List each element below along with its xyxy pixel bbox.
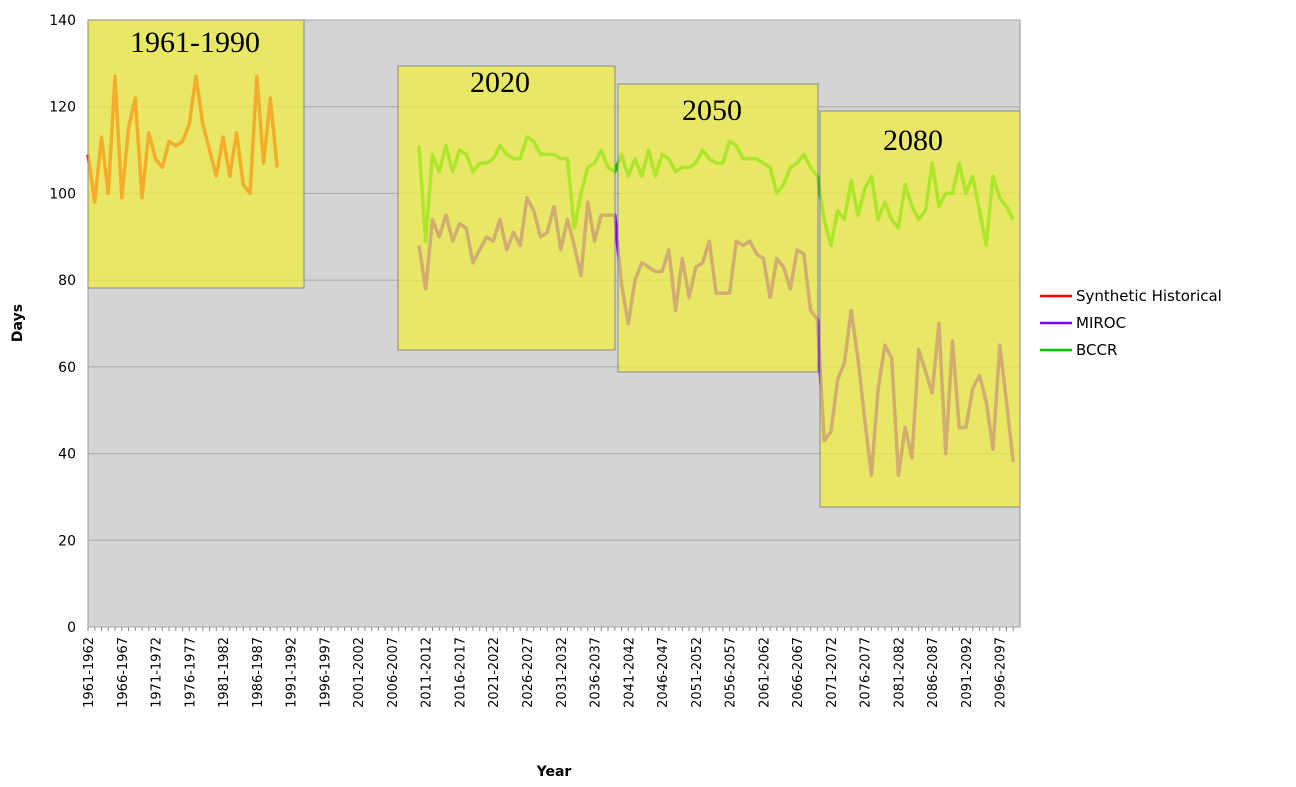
x-tick-label: 2026-2027	[521, 637, 536, 708]
x-tick-label: 2081-2082	[892, 637, 907, 708]
period-label: 2050	[682, 94, 742, 127]
x-tick-label: 2041-2042	[622, 637, 637, 708]
x-tick-label: 1966-1967	[116, 637, 131, 708]
y-tick-label: 80	[58, 273, 76, 289]
y-tick-label: 140	[49, 13, 76, 29]
x-axis-label: Year	[536, 764, 572, 780]
period-box	[617, 83, 819, 373]
legend-label: Synthetic Historical	[1076, 287, 1222, 305]
x-tick-label: 1976-1977	[183, 637, 198, 708]
x-tick-label: 2056-2057	[724, 637, 739, 708]
x-tick-label: 2076-2077	[859, 637, 874, 708]
y-axis-label: Days	[10, 304, 26, 342]
x-tick-label: 1991-1992	[285, 637, 300, 708]
period-box	[397, 65, 616, 351]
x-tick-label: 2071-2072	[825, 637, 840, 708]
period-label: 2020	[470, 66, 530, 99]
x-tick-label: 2011-2012	[420, 637, 435, 708]
x-tick-label: 2001-2002	[352, 637, 367, 708]
legend-label: MIROC	[1076, 314, 1126, 332]
x-tick-label: 1986-1987	[251, 637, 266, 708]
x-tick-label: 1961-1962	[82, 637, 97, 708]
x-tick-label: 2091-2092	[960, 637, 975, 708]
x-tick-label: 1981-1982	[217, 637, 232, 708]
y-tick-label: 40	[58, 447, 76, 463]
x-tick-label: 2051-2052	[690, 637, 705, 708]
x-tick-label: 2031-2032	[555, 637, 570, 708]
period-label: 2080	[883, 124, 943, 157]
x-tick-label: 1996-1997	[318, 637, 333, 708]
period-label: 1961-1990	[130, 26, 260, 59]
x-tick-label: 2046-2047	[656, 637, 671, 708]
x-tick-label: 1971-1972	[150, 637, 165, 708]
x-tick-label: 2086-2087	[926, 637, 941, 708]
x-tick-label: 2016-2017	[453, 637, 468, 708]
legend-label: BCCR	[1076, 341, 1117, 359]
y-tick-label: 0	[67, 620, 76, 636]
x-tick-label: 2096-2097	[994, 637, 1009, 708]
y-tick-label: 100	[49, 186, 76, 202]
x-tick-label: 2021-2022	[487, 637, 502, 708]
period-box	[819, 110, 1021, 508]
period-box	[87, 19, 305, 289]
x-tick-label: 2006-2007	[386, 637, 401, 708]
x-tick-label: 2036-2037	[589, 637, 604, 708]
x-tick-label: 2066-2067	[791, 637, 806, 708]
y-tick-label: 120	[49, 100, 76, 116]
y-tick-label: 20	[58, 533, 76, 549]
x-tick-label: 2061-2062	[757, 637, 772, 708]
y-tick-label: 60	[58, 360, 76, 376]
